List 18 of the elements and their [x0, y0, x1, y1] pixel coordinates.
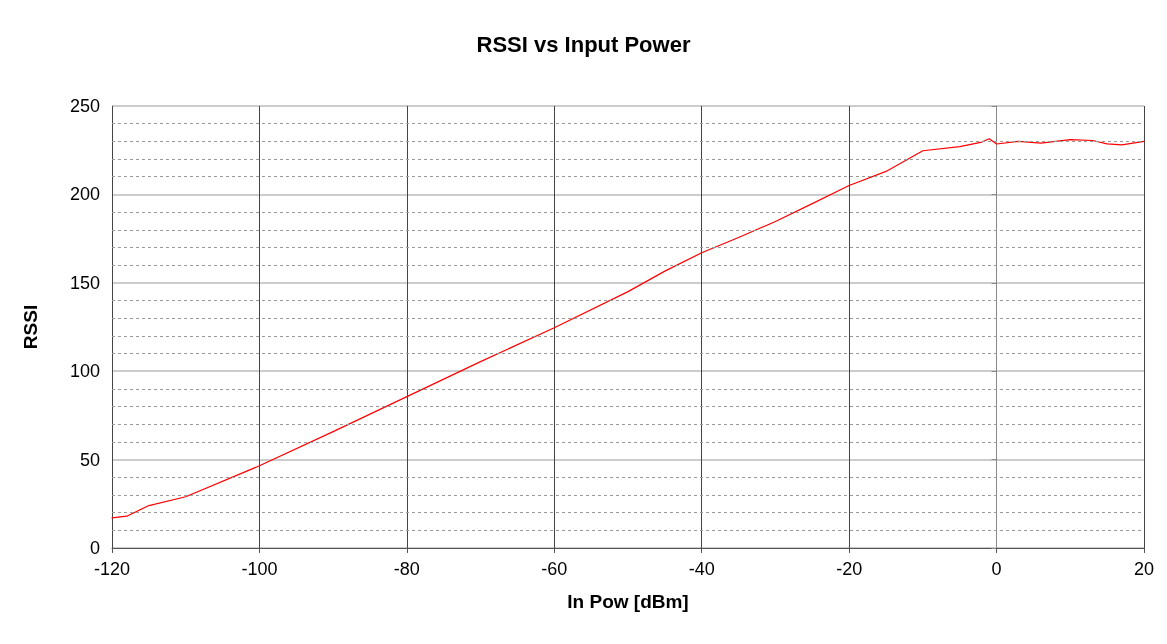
y-tick-label: 250	[69, 96, 100, 116]
chart-title: RSSI vs Input Power	[476, 31, 691, 57]
y-tick-label: 150	[69, 272, 100, 293]
x-tick-label: 0	[991, 559, 1002, 579]
x-tick-label: -40	[688, 559, 715, 579]
x-tick-label: -100	[241, 559, 278, 579]
x-axis-title: In Pow [dBm]	[567, 591, 689, 612]
x-tick-label: 20	[1133, 559, 1155, 579]
y-axis-title: RSSI	[20, 304, 41, 350]
line-series	[111, 138, 1145, 519]
x-tick-label: -80	[393, 559, 420, 579]
x-tick-label: -20	[836, 559, 863, 579]
y-tick-label: 50	[79, 449, 100, 470]
y-tick-label: 200	[69, 184, 100, 205]
x-tick-label: -120	[93, 559, 131, 579]
x-tick-label: -60	[541, 559, 568, 579]
y-tick-label: 100	[69, 361, 100, 382]
y-tick-label: 0	[89, 538, 100, 558]
